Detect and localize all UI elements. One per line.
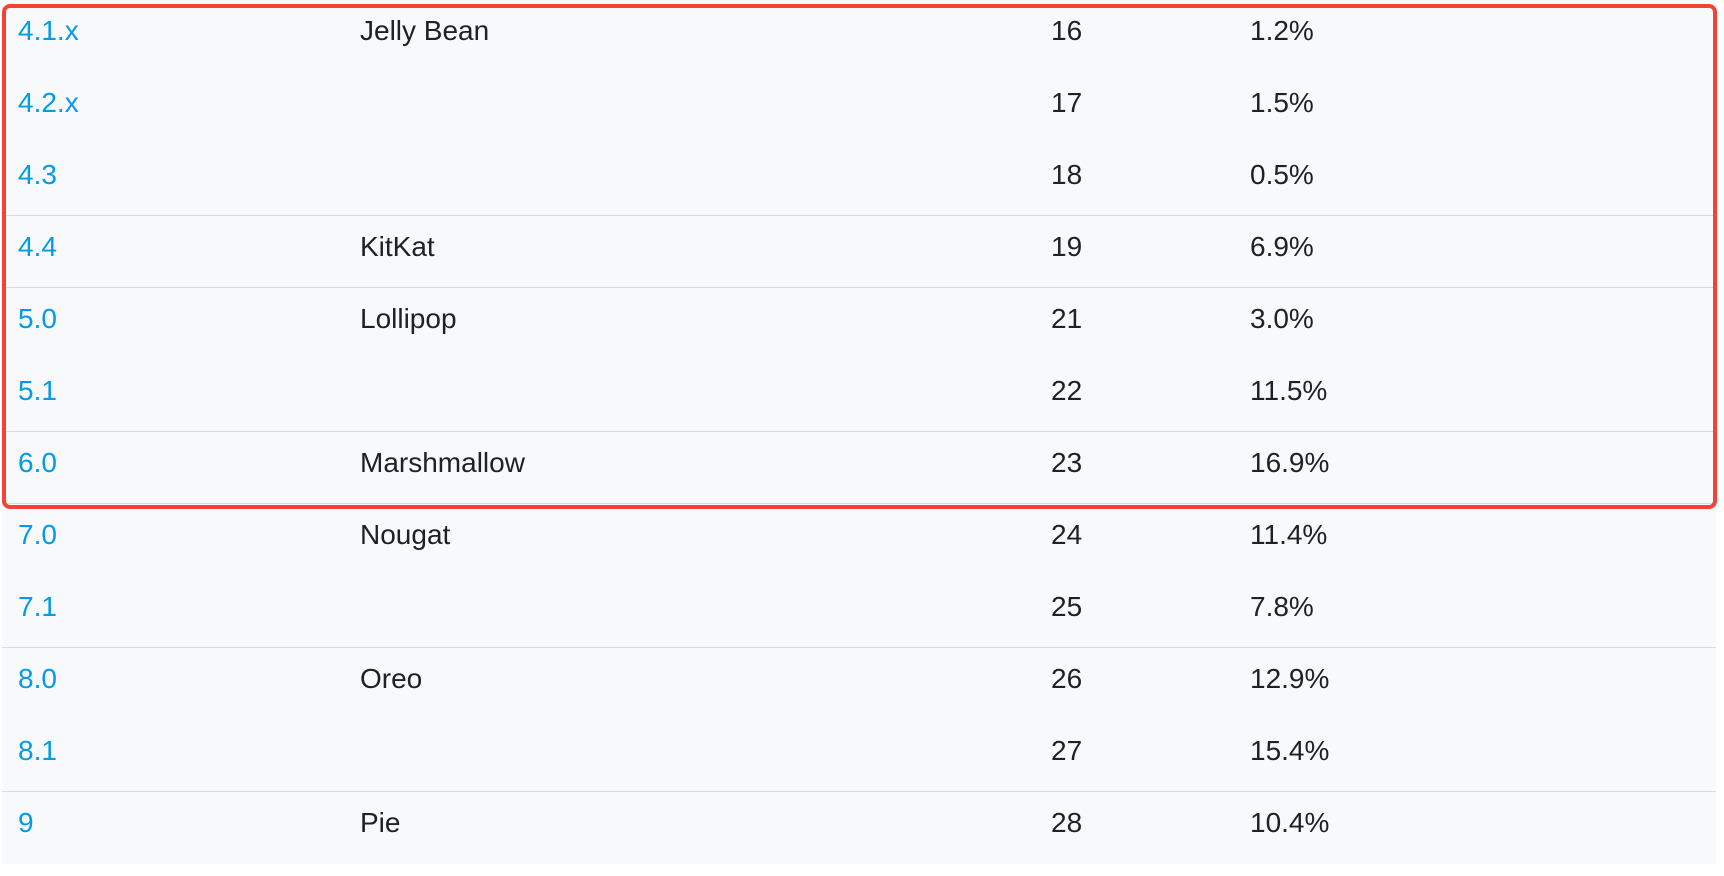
codename-cell: Lollipop — [360, 303, 457, 334]
distribution-cell: 12.9% — [1250, 663, 1330, 694]
distribution-cell: 16.9% — [1250, 447, 1330, 478]
distribution-cell: 1.5% — [1250, 87, 1314, 118]
table-row: 4.3 18 0.5% — [2, 144, 1716, 216]
table-row: 7.1 25 7.8% — [2, 576, 1716, 648]
api-level-cell: 24 — [1051, 519, 1083, 550]
distribution-cell: 1.2% — [1250, 15, 1314, 46]
version-link[interactable]: 4.2.x — [18, 87, 79, 118]
api-level-cell: 16 — [1051, 15, 1083, 46]
version-link[interactable]: 9 — [18, 807, 34, 838]
codename-cell: Pie — [360, 807, 401, 838]
version-link[interactable]: 8.1 — [18, 735, 57, 766]
table-row: 5.1 22 11.5% — [2, 360, 1716, 432]
api-level-cell: 22 — [1051, 375, 1083, 406]
distribution-cell: 6.9% — [1250, 231, 1314, 262]
distribution-cell: 7.8% — [1250, 591, 1314, 622]
api-level-cell: 28 — [1051, 807, 1083, 838]
version-link[interactable]: 5.1 — [18, 375, 57, 406]
codename-cell: Oreo — [360, 663, 423, 694]
version-link[interactable]: 4.1.x — [18, 15, 79, 46]
distribution-cell: 3.0% — [1250, 303, 1314, 334]
version-link[interactable]: 5.0 — [18, 303, 57, 334]
table-row: 4.2.x 17 1.5% — [2, 72, 1716, 145]
table-row: 7.0 Nougat 24 11.4% — [2, 504, 1716, 577]
api-level-cell: 25 — [1051, 591, 1083, 622]
table-row: 6.0 Marshmallow 23 16.9% — [2, 432, 1716, 504]
api-level-cell: 26 — [1051, 663, 1083, 694]
codename-cell: KitKat — [360, 231, 435, 262]
table-row: 4.4 KitKat 19 6.9% — [2, 216, 1716, 288]
table-row: 9 Pie 28 10.4% — [2, 792, 1716, 864]
api-level-cell: 19 — [1051, 231, 1083, 262]
codename-cell: Nougat — [360, 519, 451, 550]
distribution-cell: 11.5% — [1250, 375, 1328, 406]
api-level-cell: 21 — [1051, 303, 1083, 334]
distribution-cell: 10.4% — [1250, 807, 1330, 838]
table-row: 8.0 Oreo 26 12.9% — [2, 648, 1716, 721]
table-row: 5.0 Lollipop 21 3.0% — [2, 288, 1716, 361]
version-link[interactable]: 8.0 — [18, 663, 57, 694]
distribution-cell: 11.4% — [1250, 519, 1328, 550]
table-row: 4.1.x Jelly Bean 16 1.2% — [2, 0, 1716, 73]
version-link[interactable]: 4.3 — [18, 159, 57, 190]
version-link[interactable]: 7.1 — [18, 591, 57, 622]
api-level-cell: 23 — [1051, 447, 1083, 478]
distribution-cell: 0.5% — [1250, 159, 1314, 190]
api-level-cell: 27 — [1051, 735, 1083, 766]
version-link[interactable]: 4.4 — [18, 231, 57, 262]
version-link[interactable]: 6.0 — [18, 447, 57, 478]
codename-cell: Marshmallow — [360, 447, 525, 478]
codename-cell: Jelly Bean — [360, 15, 490, 46]
version-link[interactable]: 7.0 — [18, 519, 57, 550]
api-level-cell: 18 — [1051, 159, 1083, 190]
distribution-cell: 15.4% — [1250, 735, 1330, 766]
api-level-cell: 17 — [1051, 87, 1083, 118]
table-row: 8.1 27 15.4% — [2, 720, 1716, 792]
